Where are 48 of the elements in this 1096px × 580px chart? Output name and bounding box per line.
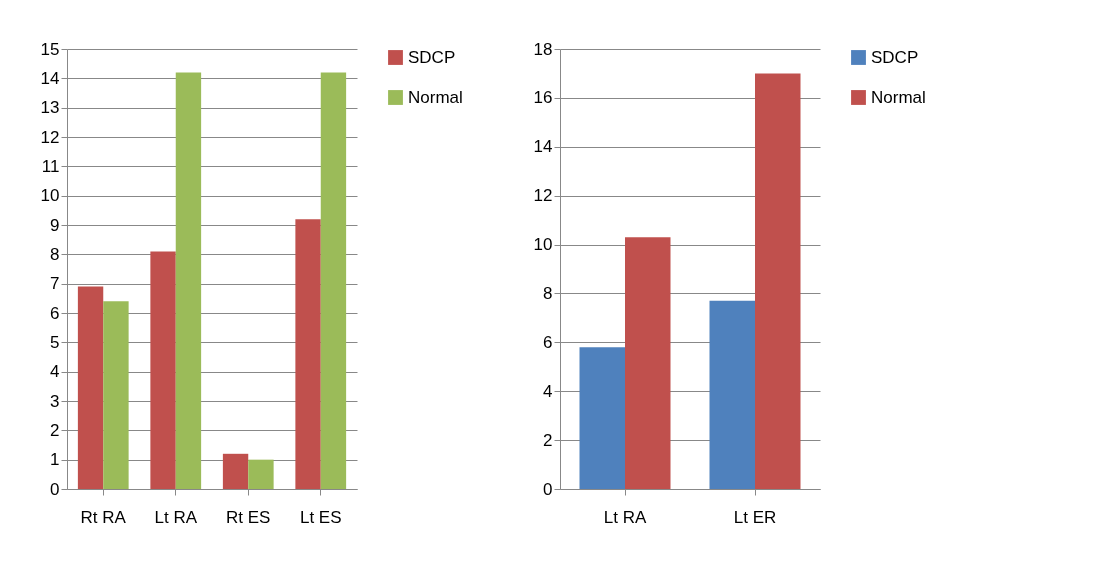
bar — [320, 72, 347, 489]
bar — [625, 237, 671, 489]
x-tick-label: Lt RA — [603, 507, 647, 527]
y-tick-label: 5 — [50, 332, 60, 352]
y-tick-label: 14 — [40, 68, 60, 88]
y-tick-label: 6 — [543, 332, 553, 352]
y-tick-label: 9 — [50, 215, 60, 235]
y-tick-label: 16 — [533, 88, 553, 108]
bar — [579, 347, 625, 489]
x-tick-label: Rt RA — [80, 507, 127, 527]
y-tick-label: 0 — [543, 479, 553, 499]
y-tick-label: 11 — [41, 156, 60, 176]
bar — [150, 251, 176, 489]
y-tick-label: 6 — [50, 303, 60, 323]
y-tick-label: 3 — [50, 391, 60, 411]
y-tick-label: 8 — [50, 244, 60, 264]
bar — [222, 453, 249, 489]
legend-label: Normal — [408, 87, 463, 107]
y-tick-label: 0 — [50, 479, 60, 499]
y-tick-label: 12 — [533, 186, 553, 206]
y-tick-label: 10 — [40, 186, 60, 206]
y-tick-label: 4 — [543, 381, 553, 401]
x-tick-label: Rt ES — [226, 507, 271, 527]
legend-label: SDCP — [871, 47, 919, 67]
x-tick-label: Lt ES — [299, 507, 342, 527]
y-tick-label: 7 — [50, 274, 60, 294]
bar — [709, 300, 755, 489]
y-tick-label: 13 — [40, 98, 60, 118]
y-tick-label: 2 — [50, 420, 60, 440]
y-tick-label: 1 — [50, 450, 60, 470]
y-tick-label: 4 — [50, 362, 60, 382]
y-tick-label: 18 — [533, 39, 553, 59]
legend-label: SDCP — [408, 47, 456, 67]
y-tick-label: 8 — [543, 283, 553, 303]
bar — [755, 73, 801, 489]
bar — [295, 219, 321, 489]
y-tick-label: 12 — [40, 127, 60, 147]
x-tick-label: Lt RA — [154, 507, 198, 527]
x-tick-label: Lt ER — [733, 507, 777, 527]
bar — [175, 72, 202, 489]
bar — [248, 459, 274, 489]
y-tick-label: 15 — [40, 39, 60, 59]
legend-label: Normal — [871, 87, 926, 107]
y-tick-label: 2 — [543, 430, 553, 450]
y-tick-label: 10 — [533, 235, 553, 255]
y-tick-label: 14 — [533, 137, 553, 157]
bar — [77, 286, 104, 489]
bar — [103, 301, 129, 489]
